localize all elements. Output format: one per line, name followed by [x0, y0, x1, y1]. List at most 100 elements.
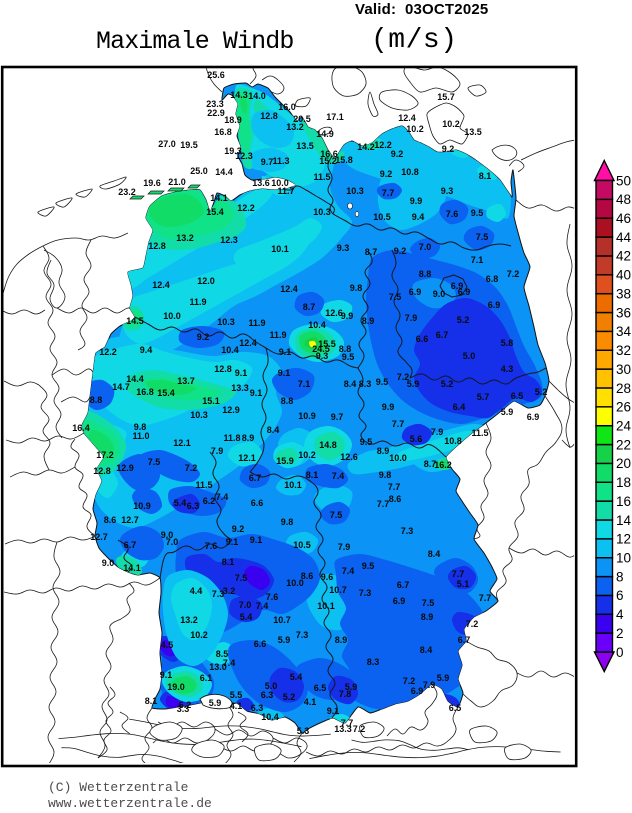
svg-text:7.2: 7.2 — [185, 463, 198, 473]
svg-text:13.7: 13.7 — [177, 376, 195, 386]
svg-text:6.3: 6.3 — [187, 501, 200, 511]
svg-text:5.2: 5.2 — [441, 379, 454, 389]
svg-text:9.2: 9.2 — [380, 169, 393, 179]
svg-text:11.9: 11.9 — [248, 318, 265, 328]
svg-text:14: 14 — [616, 513, 632, 528]
svg-text:6.5: 6.5 — [511, 391, 524, 401]
svg-text:9.2: 9.2 — [442, 144, 455, 154]
svg-text:3.2: 3.2 — [223, 586, 236, 596]
svg-text:23.2: 23.2 — [118, 187, 136, 197]
svg-text:6.7: 6.7 — [458, 635, 471, 645]
svg-text:4.1: 4.1 — [304, 697, 317, 707]
svg-text:7.4: 7.4 — [223, 658, 236, 668]
svg-text:12.8: 12.8 — [93, 466, 111, 476]
svg-text:5.8: 5.8 — [501, 338, 514, 348]
svg-text:24: 24 — [616, 419, 632, 434]
svg-text:10.3: 10.3 — [346, 186, 364, 196]
svg-text:12.8: 12.8 — [214, 364, 232, 374]
svg-text:3.3: 3.3 — [177, 704, 190, 714]
svg-text:8.7: 8.7 — [424, 459, 437, 469]
svg-text:6.9: 6.9 — [488, 300, 501, 310]
svg-text:12.3: 12.3 — [235, 151, 253, 161]
svg-text:12.4: 12.4 — [152, 280, 170, 290]
svg-text:14.5: 14.5 — [126, 316, 144, 326]
svg-text:11.5: 11.5 — [195, 480, 212, 490]
svg-text:9.1: 9.1 — [327, 706, 340, 716]
svg-text:12.3: 12.3 — [220, 235, 238, 245]
svg-text:6.6: 6.6 — [416, 334, 429, 344]
svg-text:9.1: 9.1 — [226, 537, 239, 547]
svg-text:7.5: 7.5 — [330, 510, 343, 520]
svg-text:12.9: 12.9 — [116, 463, 134, 473]
svg-text:13.2: 13.2 — [176, 233, 194, 243]
svg-text:8.9: 8.9 — [335, 635, 348, 645]
svg-text:9.8: 9.8 — [281, 517, 294, 527]
svg-text:12.2: 12.2 — [99, 347, 117, 357]
svg-text:8.1: 8.1 — [306, 470, 319, 480]
svg-text:6.7: 6.7 — [436, 330, 449, 340]
svg-text:48: 48 — [616, 192, 631, 207]
svg-text:11.9: 11.9 — [189, 297, 206, 307]
svg-text:9.7: 9.7 — [331, 412, 344, 422]
svg-text:6: 6 — [616, 588, 624, 603]
svg-text:10.8: 10.8 — [444, 436, 462, 446]
svg-text:7.4: 7.4 — [216, 492, 229, 502]
svg-text:14.0: 14.0 — [248, 91, 266, 101]
svg-text:10.3: 10.3 — [313, 207, 331, 217]
svg-text:8.7: 8.7 — [365, 247, 378, 257]
svg-text:10.2: 10.2 — [406, 124, 424, 134]
svg-text:9.9: 9.9 — [341, 311, 354, 321]
svg-text:9.0: 9.0 — [161, 530, 174, 540]
svg-text:9.0: 9.0 — [433, 289, 446, 299]
svg-text:5.4: 5.4 — [174, 498, 187, 508]
svg-text:28: 28 — [616, 381, 631, 396]
svg-text:12.0: 12.0 — [197, 276, 215, 286]
svg-text:6.7: 6.7 — [249, 473, 262, 483]
svg-text:14.1: 14.1 — [210, 193, 228, 203]
svg-text:9.1: 9.1 — [279, 347, 292, 357]
svg-text:13.2: 13.2 — [180, 615, 198, 625]
svg-text:18.9: 18.9 — [224, 115, 242, 125]
svg-text:5.9: 5.9 — [278, 635, 291, 645]
svg-text:6.6: 6.6 — [254, 639, 267, 649]
svg-text:7.4: 7.4 — [256, 601, 269, 611]
svg-text:9.1: 9.1 — [250, 535, 263, 545]
svg-text:6.4: 6.4 — [453, 402, 466, 412]
svg-text:10.4: 10.4 — [308, 320, 326, 330]
svg-text:9.2: 9.2 — [391, 149, 404, 159]
svg-text:7.2: 7.2 — [466, 619, 479, 629]
svg-text:9.8: 9.8 — [134, 422, 147, 432]
svg-text:9.1: 9.1 — [278, 368, 291, 378]
svg-text:8.8: 8.8 — [281, 396, 294, 406]
svg-text:8.6: 8.6 — [104, 515, 117, 525]
svg-text:4.1: 4.1 — [230, 701, 243, 711]
svg-text:6.9: 6.9 — [458, 287, 471, 297]
svg-text:10.5: 10.5 — [293, 540, 311, 550]
svg-text:6.9: 6.9 — [451, 281, 464, 291]
svg-text:9.3: 9.3 — [337, 243, 350, 253]
svg-text:30: 30 — [616, 362, 631, 377]
svg-text:40: 40 — [616, 268, 631, 283]
svg-text:15.9: 15.9 — [276, 456, 294, 466]
svg-text:9.1: 9.1 — [235, 368, 248, 378]
svg-text:20: 20 — [616, 456, 631, 471]
svg-text:12: 12 — [616, 532, 631, 547]
svg-text:8.9: 8.9 — [421, 612, 434, 622]
svg-text:6.2: 6.2 — [203, 496, 216, 506]
svg-text:38: 38 — [616, 287, 631, 302]
svg-text:5.6: 5.6 — [410, 434, 423, 444]
svg-text:12.4: 12.4 — [280, 284, 298, 294]
svg-text:10.9: 10.9 — [133, 501, 151, 511]
svg-text:19.5: 19.5 — [180, 140, 198, 150]
svg-text:7.7: 7.7 — [341, 718, 354, 728]
svg-text:7.6: 7.6 — [266, 592, 279, 602]
svg-text:46: 46 — [616, 211, 631, 226]
svg-text:6.9: 6.9 — [409, 287, 422, 297]
svg-text:9.9: 9.9 — [410, 196, 423, 206]
svg-text:7.1: 7.1 — [471, 255, 484, 265]
svg-text:50: 50 — [616, 173, 631, 188]
svg-text:7.2: 7.2 — [507, 269, 520, 279]
svg-text:8.8: 8.8 — [90, 395, 103, 405]
svg-text:7.0: 7.0 — [166, 537, 179, 547]
svg-text:24.5: 24.5 — [312, 344, 330, 354]
